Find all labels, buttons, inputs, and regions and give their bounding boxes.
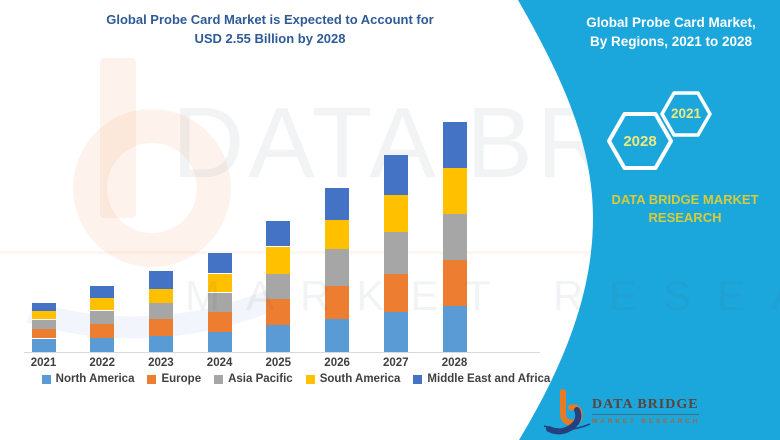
brand-name-line2: RESEARCH — [648, 209, 722, 225]
panel-title: Global Probe Card Market, By Regions, 20… — [566, 13, 776, 51]
bar-segment-europe-2022 — [90, 324, 115, 338]
hexagon-year-2021: 2021 — [670, 106, 702, 121]
legend-label-asia-pacific: Asia Pacific — [228, 373, 293, 385]
chart-legend: North America Europe Asia Pacific South Ame… — [0, 373, 566, 385]
hexagon-2028-icon — [607, 112, 673, 170]
chart-title: Global Probe Card Market is Expected to … — [0, 10, 540, 48]
legend-label-europe: Europe — [161, 373, 202, 385]
x-axis-label-2025: 2025 — [265, 357, 292, 369]
x-axis-label-2023: 2023 — [148, 357, 174, 369]
bar-segment-middle-east-and-africa-2025 — [266, 221, 291, 247]
legend-label-south-america: South America — [319, 373, 401, 385]
legend-swatch-middle-east-and-africa — [413, 374, 423, 384]
bar-segment-south-america-2022 — [90, 297, 115, 311]
bar-segment-south-america-2026 — [325, 220, 350, 250]
legend-item-north-america: North America — [41, 373, 135, 385]
bar-segment-europe-2026 — [325, 286, 350, 319]
bar-segment-south-america-2027 — [383, 195, 408, 233]
data-bridge-logo-icon — [543, 389, 591, 435]
bar-segment-asia-pacific-2023 — [148, 303, 173, 319]
legend-label-middle-east-and-africa: Middle East and Africa — [427, 373, 551, 385]
logo-wordmark: DATA BRIDGE — [592, 397, 699, 415]
x-axis-label-2024: 2024 — [206, 357, 233, 369]
bar-segment-europe-2025 — [266, 298, 291, 325]
bar-segment-middle-east-and-africa-2028 — [442, 122, 467, 168]
legend-item-south-america: South America — [305, 373, 401, 385]
hexagon-2021-icon — [660, 91, 712, 137]
legend-swatch-asia-pacific — [214, 374, 224, 384]
legend-swatch-europe — [147, 374, 157, 384]
logo-tagline: MARKET RESEARCH — [592, 418, 701, 425]
bar-segment-north-america-2025 — [266, 324, 291, 352]
panel-title-line2: By Regions, 2021 to 2028 — [589, 34, 753, 49]
x-axis-label-2022: 2022 — [89, 357, 115, 369]
bar-segment-asia-pacific-2028 — [442, 214, 467, 260]
legend-item-asia-pacific: Asia Pacific — [214, 373, 293, 385]
x-axis-label-2028: 2028 — [441, 357, 468, 369]
legend-item-europe: Europe — [147, 373, 201, 385]
hexagon-year-2028: 2028 — [623, 133, 657, 150]
bar-segment-middle-east-and-africa-2023 — [148, 270, 173, 289]
bar-segment-north-america-2023 — [148, 335, 173, 352]
brand-name: DATA BRIDGE MARKET RESEARCH — [599, 191, 771, 226]
bar-segment-asia-pacific-2021 — [31, 319, 56, 329]
bar-segment-north-america-2022 — [90, 337, 115, 352]
bar-segment-middle-east-and-africa-2024 — [207, 252, 232, 274]
bar-segment-north-america-2027 — [383, 312, 408, 352]
brand-name-line1: DATA BRIDGE MARKET — [611, 192, 759, 207]
legend-swatch-south-america — [305, 374, 315, 384]
bar-segment-south-america-2021 — [31, 311, 56, 320]
bar-segment-asia-pacific-2025 — [266, 273, 291, 299]
bar-segment-middle-east-and-africa-2021 — [31, 303, 56, 312]
bar-segment-south-america-2023 — [148, 288, 173, 304]
panel-title-line1: Global Probe Card Market, — [586, 15, 756, 30]
bar-segment-europe-2028 — [442, 260, 467, 306]
x-axis-label-2026: 2026 — [324, 357, 350, 369]
bar-segment-south-america-2028 — [442, 168, 467, 214]
chart-title-line2: USD 2.55 Billion by 2028 — [194, 31, 346, 46]
bar-segment-south-america-2024 — [207, 273, 232, 293]
bar-segment-middle-east-and-africa-2027 — [383, 155, 408, 196]
panel-shape — [518, 0, 780, 440]
legend-item-middle-east-and-africa: Middle East and Africa — [413, 373, 550, 385]
bar-segment-middle-east-and-africa-2026 — [325, 187, 350, 221]
x-axis-label-2027: 2027 — [383, 357, 409, 369]
chart-title-line1: Global Probe Card Market is Expected to … — [106, 12, 434, 27]
bar-segment-north-america-2021 — [31, 338, 56, 352]
bar-segment-europe-2023 — [148, 318, 173, 336]
bar-segment-europe-2021 — [31, 328, 56, 339]
x-axis-line — [24, 352, 540, 353]
x-axis-label-2021: 2021 — [30, 357, 57, 369]
bar-segment-asia-pacific-2022 — [90, 310, 115, 324]
bar-segment-asia-pacific-2024 — [207, 292, 232, 313]
bar-segment-south-america-2025 — [266, 246, 291, 274]
bar-segment-europe-2024 — [207, 312, 232, 333]
legend-label-north-america: North America — [55, 373, 135, 385]
stacked-bar-chart: 2021 2022 2023 2024 2025 2026 2027 2028 — [24, 122, 540, 369]
bar-segment-middle-east-and-africa-2022 — [90, 286, 115, 298]
bar-segment-north-america-2024 — [207, 332, 232, 352]
bar-segment-asia-pacific-2026 — [325, 249, 350, 287]
bar-segment-north-america-2028 — [442, 306, 467, 352]
bar-segment-europe-2027 — [383, 273, 408, 313]
bar-segment-north-america-2026 — [325, 318, 350, 352]
legend-swatch-north-america — [41, 374, 51, 384]
bar-segment-asia-pacific-2027 — [383, 232, 408, 274]
